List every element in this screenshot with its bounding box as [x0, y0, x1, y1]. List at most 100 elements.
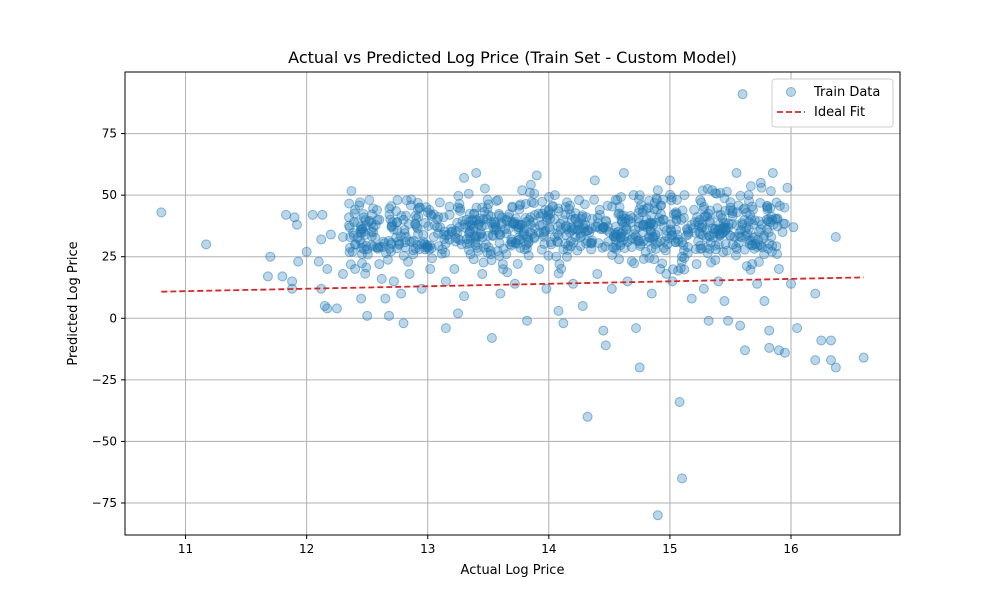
scatter-point [707, 185, 718, 196]
scatter-point [432, 214, 443, 225]
scatter-point [825, 355, 836, 366]
scatter-point [316, 234, 327, 245]
scatter-point [490, 219, 501, 230]
scatter-point [765, 186, 776, 197]
scatter-point [487, 230, 498, 241]
scatter-point [641, 203, 652, 214]
scatter-point [755, 177, 766, 188]
scatter-point [752, 241, 763, 252]
scatter-point [498, 264, 509, 275]
scatter-point [512, 258, 523, 269]
scatter-point [664, 175, 675, 186]
scatter-point [705, 205, 716, 216]
scatter-point [725, 197, 736, 208]
scatter-point [611, 240, 622, 251]
scatter-point [524, 187, 535, 198]
scatter-point [767, 167, 778, 178]
scatter-point [701, 224, 712, 235]
scatter-point [764, 325, 775, 336]
scatter-point [720, 239, 731, 250]
scatter-point [597, 242, 608, 253]
scatter-point [497, 259, 508, 270]
scatter-point [496, 217, 507, 228]
scatter-point [626, 217, 637, 228]
scatter-point [649, 204, 660, 215]
scatter-point [553, 305, 564, 316]
scatter-point [437, 244, 448, 255]
scatter-point [655, 208, 666, 219]
scatter-point [293, 256, 304, 267]
scatter-point [495, 288, 506, 299]
scatter-point [372, 243, 383, 254]
scatter-point [698, 204, 709, 215]
scatter-point [652, 510, 663, 521]
scatter-point [465, 235, 476, 246]
scatter-point [358, 212, 369, 223]
scatter-point [450, 236, 461, 247]
scatter-point [344, 242, 355, 253]
scatter-point [686, 293, 697, 304]
scatter-point [412, 239, 423, 250]
scatter-point [710, 188, 721, 199]
legend-marker-train-data [786, 87, 796, 97]
scatter-point [347, 246, 358, 257]
scatter-point [579, 226, 590, 237]
scatter-point [398, 318, 409, 329]
scatter-point [721, 223, 732, 234]
scatter-point [733, 200, 744, 211]
scatter-point [464, 226, 475, 237]
scatter-point [476, 228, 487, 239]
scatter-point [739, 203, 750, 214]
scatter-point [392, 195, 403, 206]
scatter-point [386, 201, 397, 212]
scatter-point [560, 202, 571, 213]
scatter-point [582, 411, 593, 422]
scatter-point [661, 225, 672, 236]
scatter-point [432, 222, 443, 233]
scatter-point [682, 248, 693, 259]
scatter-point [723, 315, 734, 326]
scatter-point [523, 234, 534, 245]
scatter-point [541, 283, 552, 294]
scatter-point [603, 236, 614, 247]
scatter-point [788, 222, 799, 233]
scatter-point [291, 219, 302, 230]
scatter-point [693, 236, 704, 247]
scatter-point [505, 239, 516, 250]
scatter-point [679, 264, 690, 275]
scatter-point [772, 249, 783, 260]
scatter-point [618, 235, 629, 246]
scatter-point [600, 241, 611, 252]
scatter-point [649, 254, 660, 265]
scatter-point [659, 236, 670, 247]
scatter-point [598, 325, 609, 336]
scatter-point [452, 217, 463, 228]
scatter-point [677, 251, 688, 262]
scatter-point [477, 268, 488, 279]
scatter-point [368, 241, 379, 252]
scatter-point [621, 223, 632, 234]
scatter-point [731, 167, 742, 178]
scatter-point [502, 267, 513, 278]
scatter-point [638, 219, 649, 230]
scatter-point [464, 208, 475, 219]
scatter-point [374, 259, 385, 270]
scatter-point [734, 228, 745, 239]
scatter-point [368, 203, 379, 214]
scatter-point [453, 234, 464, 245]
scatter-point [493, 208, 504, 219]
scatter-point [362, 249, 373, 260]
scatter-point [281, 209, 292, 220]
scatter-point [348, 230, 359, 241]
scatter-point [704, 230, 715, 241]
y-tick-label: 50 [102, 188, 117, 202]
scatter-point [393, 239, 404, 250]
scatter-point [610, 195, 621, 206]
scatter-point [587, 213, 598, 224]
scatter-point [646, 210, 657, 221]
scatter-point [782, 182, 793, 193]
scatter-point [700, 211, 711, 222]
scatter-point [723, 222, 734, 233]
scatter-point [626, 234, 637, 245]
scatter-point [698, 283, 709, 294]
